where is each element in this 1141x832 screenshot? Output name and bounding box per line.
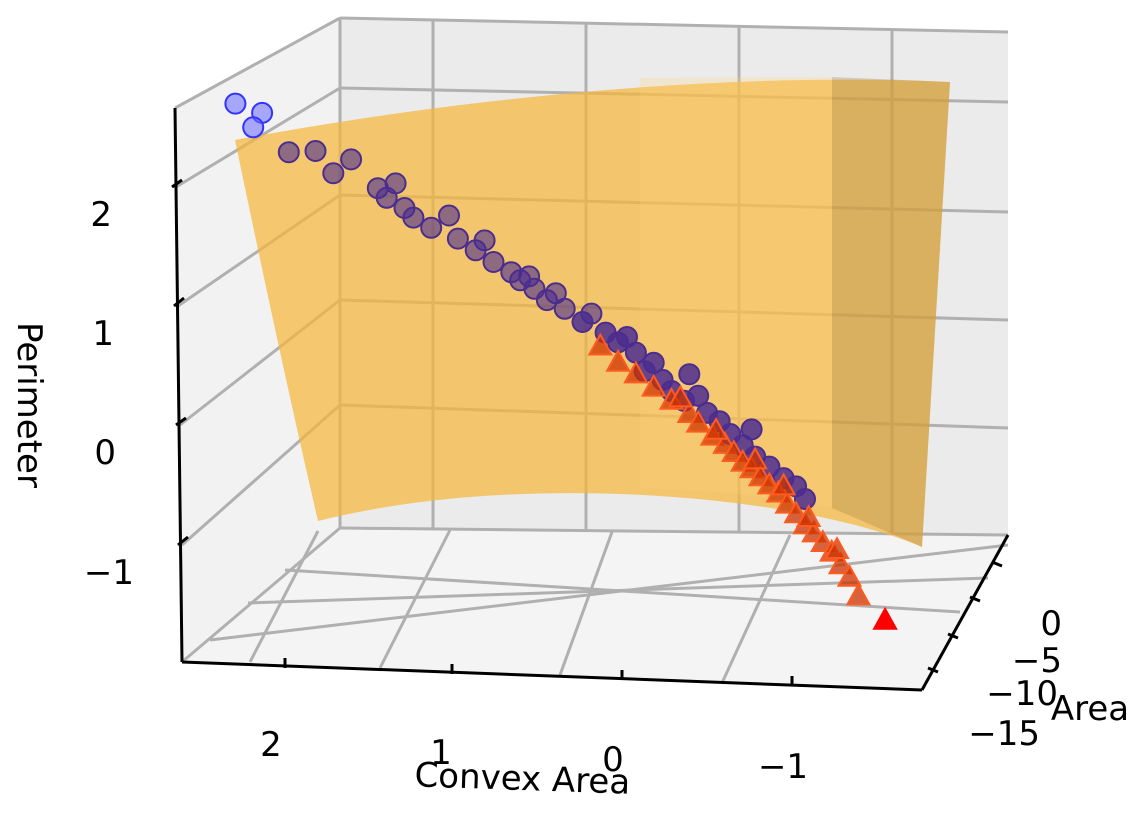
scatter-point-class-a	[242, 116, 265, 139]
z-tick-label: 0	[94, 433, 116, 473]
scatter-point-class-b	[770, 472, 797, 496]
scatter-point-class-a	[482, 251, 505, 273]
gridline	[720, 534, 792, 684]
scatter-point-class-b	[685, 409, 711, 433]
x-tick-label: 0	[602, 740, 624, 780]
scatter-point-class-b	[742, 446, 768, 470]
axis-tick	[177, 535, 189, 547]
gridline	[248, 530, 320, 663]
gridline	[378, 529, 452, 669]
axis-tick	[947, 632, 959, 640]
x-tick-label: −1	[758, 747, 808, 787]
scatter-point-class-a	[794, 488, 816, 510]
scatter-point-class-a	[304, 140, 327, 162]
scatter-point-class-a	[446, 227, 469, 250]
scatter-point-class-a	[580, 302, 603, 325]
axis-tick	[991, 560, 1003, 568]
axis-tick	[173, 296, 185, 308]
scatter-point-class-b	[824, 536, 850, 559]
scatter-point-class-b	[623, 360, 649, 384]
axis-tick	[175, 416, 187, 427]
x-axis-line	[181, 660, 923, 692]
x-tick-label: 1	[430, 733, 452, 773]
scatter-point-class-a	[224, 92, 247, 115]
scatter-point-class-a	[340, 148, 363, 171]
scatter-point-class-a	[277, 141, 300, 164]
gridline	[558, 531, 614, 676]
axis-tick	[927, 666, 939, 674]
scatter-point-class-a	[438, 204, 460, 227]
scatter-point-class-a	[420, 216, 443, 239]
z-tick-label: 2	[90, 195, 112, 235]
scatter-point-class-a	[473, 229, 496, 252]
z-tick-label: −1	[84, 553, 134, 593]
series-class-b	[587, 332, 898, 630]
gridline	[209, 543, 1009, 642]
series-class-a	[224, 92, 816, 510]
scatter-point-class-b	[872, 606, 898, 630]
axis-tick	[171, 178, 183, 189]
gridline	[174, 16, 341, 110]
axis-ticks	[171, 178, 1003, 686]
scatter-point-class-a	[678, 363, 701, 386]
scatter-point-class-a	[687, 384, 710, 407]
scatter-point-class-b	[641, 373, 667, 397]
scatter-point-class-a	[624, 341, 647, 364]
scatter-point-class-a	[553, 297, 576, 320]
scatter-point-class-a	[384, 172, 407, 195]
scatter-point-class-b	[845, 582, 872, 606]
gridline	[339, 16, 1009, 34]
fitted-surface-shade	[832, 77, 950, 547]
scatter-point-class-b	[827, 551, 854, 575]
scatter-point-class-b	[667, 384, 694, 408]
scatter-point-class-a	[518, 265, 541, 288]
z-tick-label: 1	[92, 314, 114, 354]
scatter-point-class-b	[587, 332, 613, 356]
gridline	[181, 526, 341, 664]
scatter-point-class-a	[322, 162, 345, 185]
scatter-point-class-a	[402, 206, 425, 229]
y-tick-label: −5	[1012, 641, 1062, 681]
scatter-point-class-b	[605, 348, 631, 372]
z-axis-label: Perimeter	[9, 322, 49, 488]
y-tick-label: −10	[986, 674, 1058, 714]
axis-tick	[969, 595, 981, 603]
scatter-point-class-b	[795, 504, 822, 527]
y-tick-label: 0	[1040, 604, 1062, 644]
z-axis-line	[173, 107, 184, 663]
x-tick-label: 2	[260, 725, 282, 765]
y-tick-label: −15	[968, 714, 1040, 754]
scatter-point-class-b	[836, 563, 863, 587]
x-axis-label: Convex Area	[414, 755, 631, 803]
scatter-point-class-b	[703, 416, 729, 440]
y-axis-line	[920, 534, 1010, 691]
scatter-point-class-a	[740, 418, 763, 441]
y-axis-label: Area	[1051, 689, 1129, 729]
